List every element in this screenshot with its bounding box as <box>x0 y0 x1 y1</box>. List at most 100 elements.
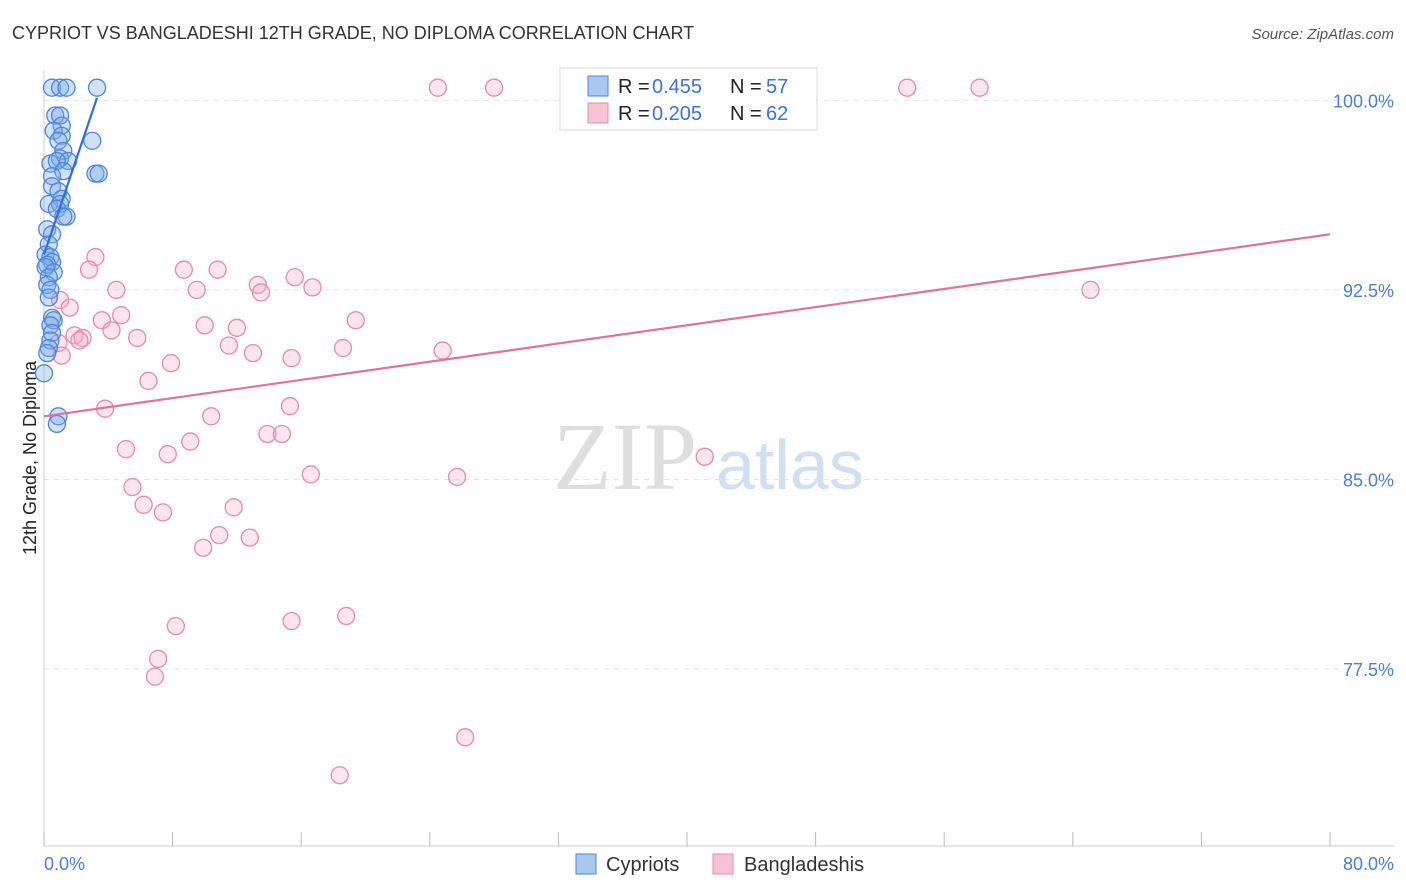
bangladeshis-point-37 <box>202 407 221 426</box>
bangladeshis-point-40 <box>181 432 200 451</box>
bangladeshis-point-50 <box>210 525 229 545</box>
bottom-legend-swatch-cypriots <box>575 853 597 875</box>
bangladeshis-point-20 <box>227 318 247 337</box>
bangladeshis-point-38 <box>258 424 277 444</box>
x-tick-label-0: 0.0% <box>44 854 85 874</box>
bangladeshis-point-57 <box>145 667 165 686</box>
x-tick-labels: 0.0% 80.0% <box>44 854 1394 874</box>
bangladeshis-point-30 <box>243 343 263 363</box>
bangladeshis-point-11 <box>251 283 271 302</box>
trend-lines <box>42 97 1331 418</box>
bangladeshis-point-1 <box>484 78 504 97</box>
legend-r-value-bangladeshis: 0.205 <box>652 103 702 125</box>
bangladeshis-point-19 <box>195 316 214 335</box>
bangladeshis-point-18 <box>346 311 366 330</box>
bangladeshis-point-12 <box>107 280 126 300</box>
bottom-legend-swatch-bangladeshis <box>712 853 734 875</box>
legend-r-label-cypriots: R = <box>618 76 650 98</box>
cypriots-point-19 <box>89 164 108 183</box>
bangladeshis-point-32 <box>282 349 301 368</box>
legend-n-label-bangladeshis: N = <box>730 103 762 125</box>
watermark-zip: ZIP <box>553 403 697 510</box>
bangladeshis-point-54 <box>282 611 301 631</box>
cypriots-point-9 <box>49 131 68 150</box>
bangladeshis-point-41 <box>116 440 136 459</box>
chart-title: CYPRIOT VS BANGLADESHI 12TH GRADE, NO DI… <box>12 23 694 43</box>
bottom-legend: Cypriots Bangladeshis <box>575 853 864 876</box>
bangladeshis-point-27 <box>219 336 239 355</box>
bangladeshis-trend-line <box>43 233 1331 418</box>
bangladeshis-point-9 <box>285 268 304 287</box>
bangladeshis-point-49 <box>153 503 173 522</box>
series-cypriots-points <box>34 78 108 434</box>
y-tick-label-1: 92.5% <box>1343 281 1394 301</box>
grid-lines <box>44 99 1394 670</box>
x-tick-label-1: 80.0% <box>1343 854 1394 874</box>
legend-n-value-cypriots: 57 <box>766 76 788 98</box>
axes <box>43 70 1394 847</box>
bangladeshis-point-53 <box>166 616 185 636</box>
bangladeshis-point-43 <box>695 447 714 466</box>
bangladeshis-point-23 <box>73 328 92 348</box>
bangladeshis-point-42 <box>158 445 177 464</box>
bangladeshis-point-5 <box>79 260 99 279</box>
bangladeshis-point-34 <box>139 371 158 391</box>
bangladeshis-point-60 <box>1081 280 1100 300</box>
bangladeshis-point-56 <box>148 649 168 669</box>
bangladeshis-point-52 <box>193 538 213 557</box>
legend-n-label-cypriots: N = <box>730 76 762 98</box>
bangladeshis-point-2 <box>898 78 917 97</box>
bangladeshis-point-39 <box>272 424 292 444</box>
cypriots-point-43 <box>41 316 60 335</box>
chart-source: Source: ZipAtlas.com <box>1251 26 1394 43</box>
bottom-legend-bangladeshis: Bangladeshis <box>744 854 864 876</box>
legend-swatch-bangladeshis <box>587 102 609 124</box>
cypriots-point-29 <box>42 225 62 244</box>
bangladeshis-point-48 <box>224 498 243 517</box>
cypriots-point-1 <box>50 78 70 97</box>
bangladeshis-point-24 <box>128 328 147 348</box>
bangladeshis-point-46 <box>123 477 142 497</box>
legend-n-value-bangladeshis: 62 <box>766 103 788 125</box>
cypriots-point-48 <box>34 364 54 383</box>
watermark: ZIP atlas <box>553 403 864 510</box>
bangladeshis-point-58 <box>456 728 475 747</box>
bangladeshis-point-47 <box>134 495 153 514</box>
watermark-atlas: atlas <box>716 426 864 504</box>
bangladeshis-point-3 <box>970 78 989 97</box>
legend-swatch-cypriots <box>587 75 609 97</box>
bangladeshis-point-55 <box>337 606 356 626</box>
cypriots-point-10 <box>83 131 102 150</box>
cypriots-point-50 <box>47 414 67 434</box>
cypriots-point-4 <box>46 106 65 125</box>
bangladeshis-point-0 <box>428 78 447 97</box>
legend-r-label-bangladeshis: R = <box>618 103 650 125</box>
bangladeshis-point-29 <box>433 341 452 360</box>
y-tick-label-2: 85.0% <box>1343 470 1394 490</box>
cypriots-point-47 <box>38 343 57 363</box>
bangladeshis-point-35 <box>280 397 300 416</box>
bangladeshis-point-59 <box>330 766 349 785</box>
cypriots-point-39 <box>41 280 60 300</box>
bangladeshis-point-21 <box>102 321 121 340</box>
bangladeshis-point-13 <box>187 280 206 300</box>
bangladeshis-point-25 <box>70 331 89 350</box>
bangladeshis-point-44 <box>301 465 320 484</box>
cypriots-point-2 <box>57 78 76 97</box>
cypriots-point-17 <box>42 167 62 186</box>
y-axis-label: 12th Grade, No Diploma <box>20 360 40 555</box>
bangladeshis-point-45 <box>447 467 467 487</box>
bangladeshis-point-6 <box>174 260 194 279</box>
y-tick-labels: 100.0% 92.5% 85.0% 77.5% <box>1333 91 1394 680</box>
cypriots-point-40 <box>39 288 58 307</box>
legend-box: R = 0.455 N = 57 R = 0.205 N = 62 <box>559 67 818 131</box>
bangladeshis-point-7 <box>208 260 227 279</box>
series-bangladeshis-points <box>49 78 1100 785</box>
y-tick-label-0: 100.0% <box>1333 91 1394 111</box>
bottom-legend-cypriots: Cypriots <box>606 854 679 876</box>
cypriots-point-8 <box>52 126 71 145</box>
bangladeshis-point-10 <box>303 278 322 297</box>
y-tick-label-3: 77.5% <box>1343 660 1394 680</box>
bangladeshis-point-33 <box>161 354 181 373</box>
